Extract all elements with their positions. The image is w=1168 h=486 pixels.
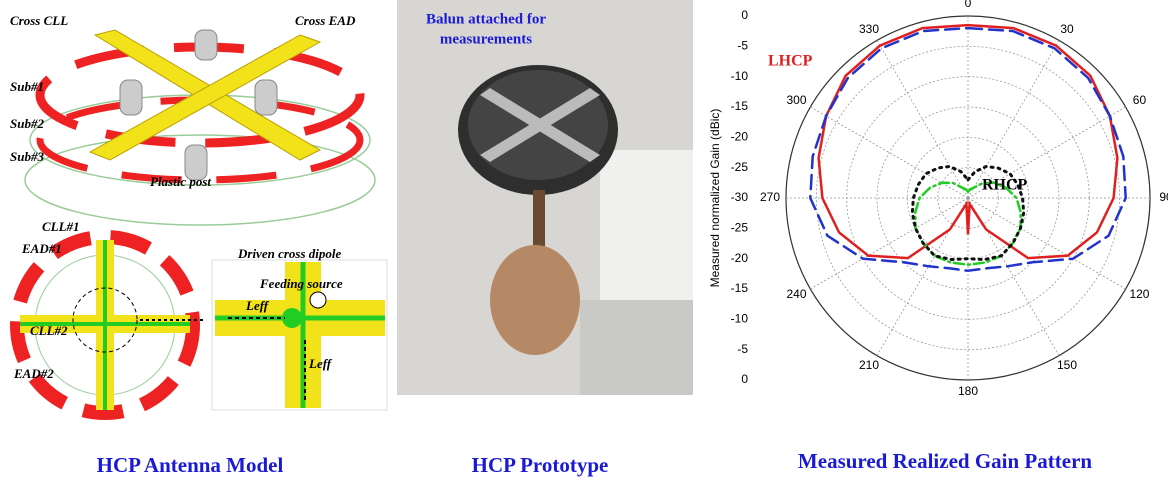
r-tick-label: -30: [731, 190, 749, 204]
polar-plot: 0 30 60 90 120 150 180 210 240 270 300 330 0 0 -5 -5 -10…: [708, 0, 1168, 398]
model-label: Plastic post: [150, 174, 211, 189]
theta-tick-label: 240: [787, 287, 807, 301]
r-tick-label: 0: [741, 372, 748, 386]
prototype-photo: [397, 0, 693, 395]
r-tick-label: -10: [731, 69, 749, 83]
model-label: Sub#3: [10, 149, 44, 164]
annotation: LHCP: [768, 53, 813, 70]
theta-tick-label: 300: [787, 93, 807, 107]
theta-tick-label: 330: [859, 22, 879, 36]
theta-tick-label: 180: [958, 384, 978, 398]
model-label: EAD#2: [13, 366, 54, 381]
figure: 0 30 60 90 120 150 180 210 240 270 300 330 0 0 -5 -5 -10…: [0, 0, 1168, 486]
theta-tick-label: 120: [1129, 287, 1149, 301]
theta-tick-label: 150: [1057, 358, 1077, 372]
theta-tick-label: 30: [1060, 22, 1074, 36]
r-tick-label: -10: [731, 312, 749, 326]
r-tick-label: -5: [737, 342, 748, 356]
theta-tick-label: 270: [760, 190, 780, 204]
model-label: Cross CLL: [10, 13, 68, 28]
model-label: Feeding source: [259, 276, 343, 291]
theta-tick-label: 60: [1133, 93, 1147, 107]
caption: HCP Antenna Model: [97, 453, 284, 477]
photo-note: measurements: [440, 31, 532, 47]
r-tick-label: -15: [731, 281, 749, 295]
model-label: EAD#1: [21, 241, 62, 256]
spoke: [968, 40, 1059, 198]
spoke: [968, 198, 1126, 289]
r-tick-label: -15: [731, 99, 749, 113]
model-label: Driven cross dipole: [237, 246, 342, 261]
model-label: Cross EAD: [295, 13, 356, 28]
length-label: Leff: [245, 298, 270, 313]
annotation: RHCP: [982, 177, 1028, 194]
caption: HCP Prototype: [472, 453, 609, 477]
r-tick-label: -20: [731, 251, 749, 265]
model-label: Sub#1: [10, 79, 44, 94]
model-label: CLL#1: [42, 219, 80, 234]
photo-note: Balun attached for: [426, 11, 546, 27]
r-tick-label: -20: [731, 130, 749, 144]
r-tick-label: -5: [737, 39, 748, 53]
r-tick-label: -25: [731, 221, 749, 235]
y-axis-label: Measured normalized Gain (dBic): [708, 109, 722, 288]
model-label: CLL#2: [30, 323, 68, 338]
theta-tick-label: 210: [859, 358, 879, 372]
theta-tick-label: 90: [1159, 190, 1168, 204]
r-tick-label: 0: [741, 8, 748, 22]
model-label: Sub#2: [10, 116, 44, 131]
theta-tick-label: 0: [965, 0, 972, 10]
caption: Measured Realized Gain Pattern: [798, 449, 1092, 473]
r-tick-label: -25: [731, 160, 749, 174]
length-label: Leff: [308, 356, 333, 371]
antenna-3d: [25, 30, 375, 225]
